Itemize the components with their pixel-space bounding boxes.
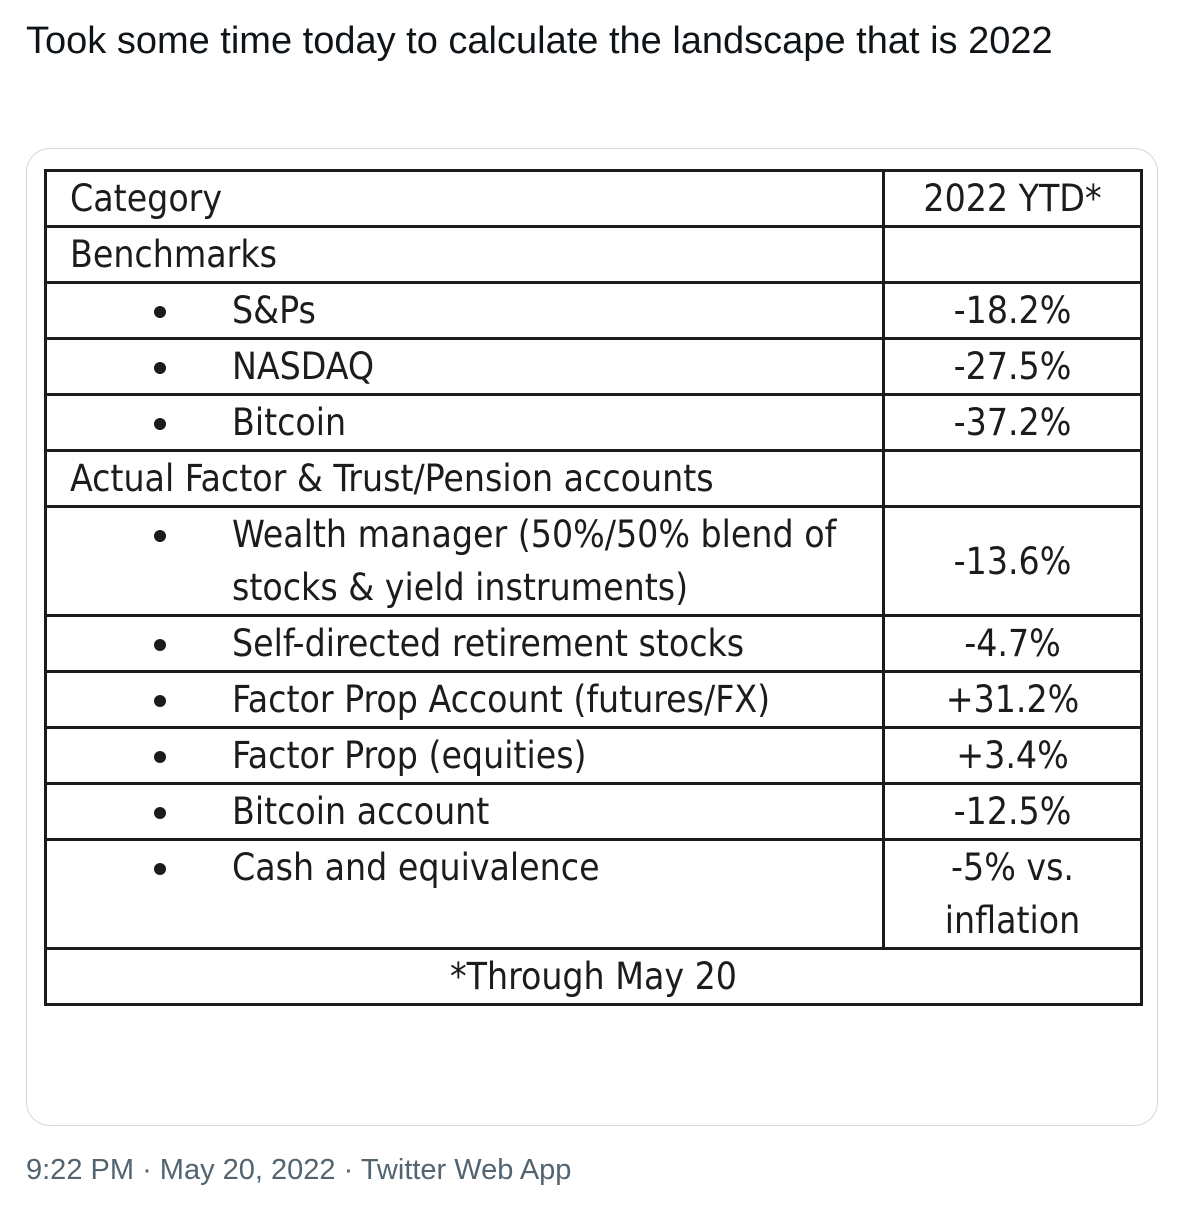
row-label: Bitcoin	[232, 401, 347, 444]
row-value: -13.6%	[882, 505, 1143, 617]
bullet-icon	[47, 284, 232, 337]
table-row: S&Ps -18.2%	[44, 281, 1143, 340]
row-label: Factor Prop Account (futures/FX)	[232, 678, 771, 721]
table-row: Self-directed retirement stocks -4.7%	[44, 614, 1143, 673]
bullet-icon	[47, 673, 232, 726]
row-value: -4.7%	[882, 614, 1143, 673]
row-label: Factor Prop (equities)	[232, 734, 587, 777]
row-value: -18.2%	[882, 281, 1143, 340]
footnote: *Through May 20	[44, 947, 1143, 1006]
table-row: NASDAQ -27.5%	[44, 337, 1143, 396]
table-row: Factor Prop Account (futures/FX) +31.2%	[44, 670, 1143, 729]
table-row: Factor Prop (equities) +3.4%	[44, 726, 1143, 785]
header-category: Category	[44, 169, 885, 228]
row-label: Cash and equivalence	[232, 846, 600, 889]
bullet-icon	[47, 340, 232, 393]
bullet-icon	[47, 617, 232, 670]
row-label: Self-directed retirement stocks	[232, 622, 745, 665]
bullet-icon	[47, 729, 232, 782]
row-label: Bitcoin account	[232, 790, 490, 833]
row-value: -12.5%	[882, 782, 1143, 841]
row-label: Wealth manager (50%/50% blend of stocks …	[232, 513, 837, 609]
bullet-icon	[47, 841, 232, 894]
table-header-row: Category 2022 YTD*	[44, 169, 1143, 228]
row-value: +31.2%	[882, 670, 1143, 729]
table-row: Bitcoin account -12.5%	[44, 782, 1143, 841]
section-row-accounts: Actual Factor & Trust/Pension accounts	[44, 449, 1143, 508]
tweet-image[interactable]: Category 2022 YTD* Benchmarks S&Ps -18.2…	[26, 148, 1158, 1126]
tweet-source[interactable]: Twitter Web App	[360, 1154, 572, 1186]
returns-table: Category 2022 YTD* Benchmarks S&Ps -18.2…	[44, 169, 1143, 1006]
bullet-icon	[47, 785, 232, 838]
section-label: Benchmarks	[44, 225, 885, 284]
row-value: -37.2%	[882, 393, 1143, 452]
empty-cell	[882, 225, 1143, 284]
tweet-time[interactable]: 9:22 PM	[26, 1154, 134, 1186]
row-value: -27.5%	[882, 337, 1143, 396]
bullet-icon	[47, 508, 232, 614]
row-value: -5% vs. inflation	[882, 838, 1143, 950]
header-ytd: 2022 YTD*	[882, 169, 1143, 228]
bullet-icon	[47, 396, 232, 449]
footnote-row: *Through May 20	[44, 947, 1143, 1006]
row-value: +3.4%	[882, 726, 1143, 785]
section-label: Actual Factor & Trust/Pension accounts	[44, 449, 885, 508]
meta-separator: ·	[343, 1154, 354, 1186]
table-row: Wealth manager (50%/50% blend of stocks …	[44, 505, 1143, 617]
tweet-date[interactable]: May 20, 2022	[159, 1154, 336, 1186]
meta-separator: ·	[142, 1154, 152, 1186]
row-label: S&Ps	[232, 289, 316, 332]
tweet-meta: 9:22 PM · May 20, 2022 · Twitter Web App	[26, 1154, 571, 1187]
section-row-benchmarks: Benchmarks	[44, 225, 1143, 284]
tweet-text: Took some time today to calculate the la…	[26, 20, 1053, 62]
table-row: Cash and equivalence -5% vs. inflation	[44, 838, 1143, 950]
table-row: Bitcoin -37.2%	[44, 393, 1143, 452]
row-label: NASDAQ	[232, 345, 375, 388]
empty-cell	[882, 449, 1143, 508]
